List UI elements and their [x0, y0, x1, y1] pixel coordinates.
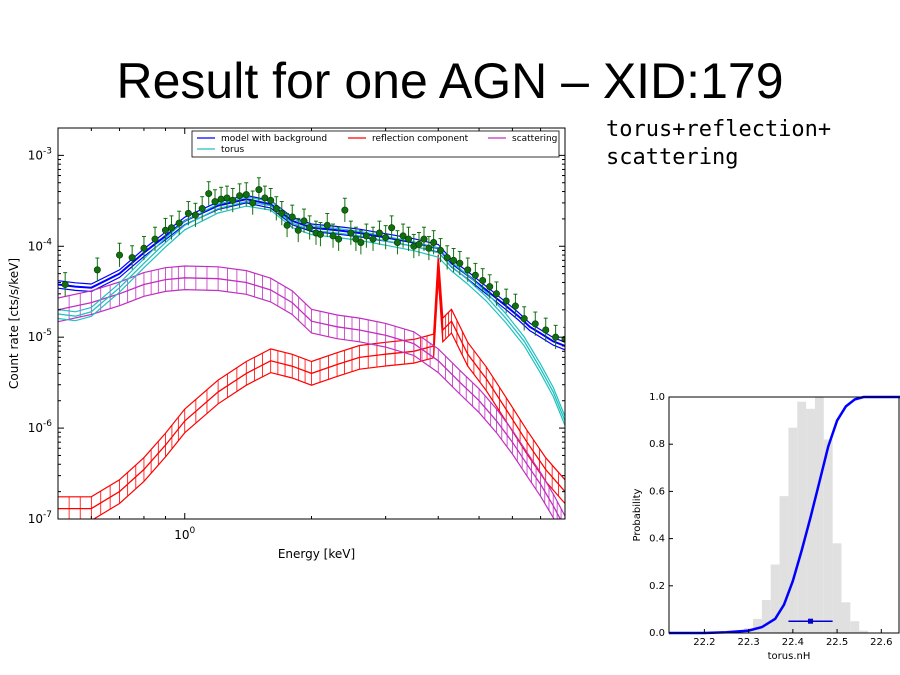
legend-label: torus	[221, 145, 244, 155]
legend-box	[191, 130, 560, 158]
data-point	[184, 209, 192, 217]
data-point	[300, 217, 308, 225]
data-point	[375, 229, 383, 237]
data-point	[471, 271, 479, 279]
y-tick-label: 10-5	[28, 328, 52, 344]
data-point	[116, 251, 124, 259]
data-point	[352, 235, 360, 243]
data-point	[341, 206, 349, 214]
data-point	[479, 277, 487, 285]
data-point	[405, 235, 413, 243]
data-point	[128, 254, 136, 262]
model-description: torus+reflection+ scattering	[606, 116, 831, 172]
data-point	[388, 224, 396, 232]
data-point	[288, 213, 296, 221]
band-lower-2	[58, 288, 555, 519]
data-point	[531, 320, 539, 328]
data-point	[393, 239, 401, 247]
data-point	[369, 235, 377, 243]
data-point	[425, 244, 433, 252]
data-point	[450, 256, 458, 264]
data-point	[211, 198, 219, 206]
data-point	[329, 232, 337, 240]
data-point	[323, 221, 331, 229]
legend-label: scattering	[512, 134, 557, 144]
data-point	[167, 224, 175, 232]
data-point	[492, 290, 500, 298]
y-axis-label: Count rate [cts/s/keV]	[7, 258, 21, 389]
data-point	[61, 280, 69, 288]
data-point	[191, 211, 199, 219]
data-point	[278, 209, 286, 217]
slide-title: Result for one AGN – XID:179	[116, 53, 784, 109]
data-point	[93, 266, 101, 274]
data-point	[306, 224, 314, 232]
data-point	[552, 333, 560, 341]
legend: model with background reflection componen…	[191, 130, 560, 158]
data-point	[464, 266, 472, 274]
series-line-1	[58, 266, 565, 510]
plot-layer	[58, 177, 565, 519]
data-point	[140, 244, 148, 252]
data-point	[420, 235, 428, 243]
data-point	[236, 192, 244, 200]
data-point	[486, 283, 494, 291]
data-point	[382, 233, 390, 241]
data-point	[437, 246, 445, 254]
data-point	[443, 254, 451, 262]
y-tick-label: 10-7	[28, 510, 52, 526]
data-point	[198, 205, 206, 213]
model-line-2: scattering	[606, 145, 739, 170]
x-tick-label: 100	[174, 526, 195, 542]
data-point	[229, 196, 237, 204]
y-tick-label: 10-4	[28, 237, 53, 253]
data-point	[205, 190, 213, 198]
data-point	[283, 221, 291, 229]
data-point	[217, 195, 225, 203]
band-upper-0	[58, 194, 565, 343]
data-point	[316, 230, 324, 238]
data-point	[456, 259, 464, 267]
data-point	[249, 199, 257, 207]
legend-label: model with background	[221, 134, 327, 144]
series-line-3	[58, 200, 565, 422]
data-point	[294, 226, 302, 234]
data-point	[430, 239, 438, 247]
model-line-1: torus+reflection+	[606, 117, 832, 142]
data-point	[242, 191, 250, 199]
data-point	[502, 297, 510, 305]
data-point	[542, 326, 550, 334]
data-point	[335, 235, 343, 243]
y-tick-label: 10-3	[28, 146, 52, 162]
legend-label: reflection component	[372, 134, 469, 144]
data-point	[267, 196, 275, 204]
data-point	[272, 205, 280, 213]
data-point	[520, 315, 528, 323]
data-point	[175, 219, 183, 227]
data-point	[399, 232, 407, 240]
data-point	[261, 194, 269, 202]
data-point	[255, 186, 263, 194]
data-point	[357, 239, 365, 247]
y-tick-label: 10-6	[28, 419, 53, 435]
data-point	[347, 229, 355, 237]
data-point	[415, 240, 423, 248]
series-line-2	[58, 277, 562, 519]
x-axis-label: Energy [keV]	[278, 547, 355, 561]
data-point	[362, 232, 370, 240]
data-point	[151, 235, 159, 243]
data-point	[161, 226, 169, 234]
band-upper-2	[58, 265, 565, 517]
data-point	[511, 302, 519, 310]
